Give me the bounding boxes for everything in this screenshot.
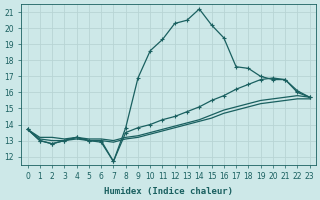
- X-axis label: Humidex (Indice chaleur): Humidex (Indice chaleur): [104, 187, 233, 196]
